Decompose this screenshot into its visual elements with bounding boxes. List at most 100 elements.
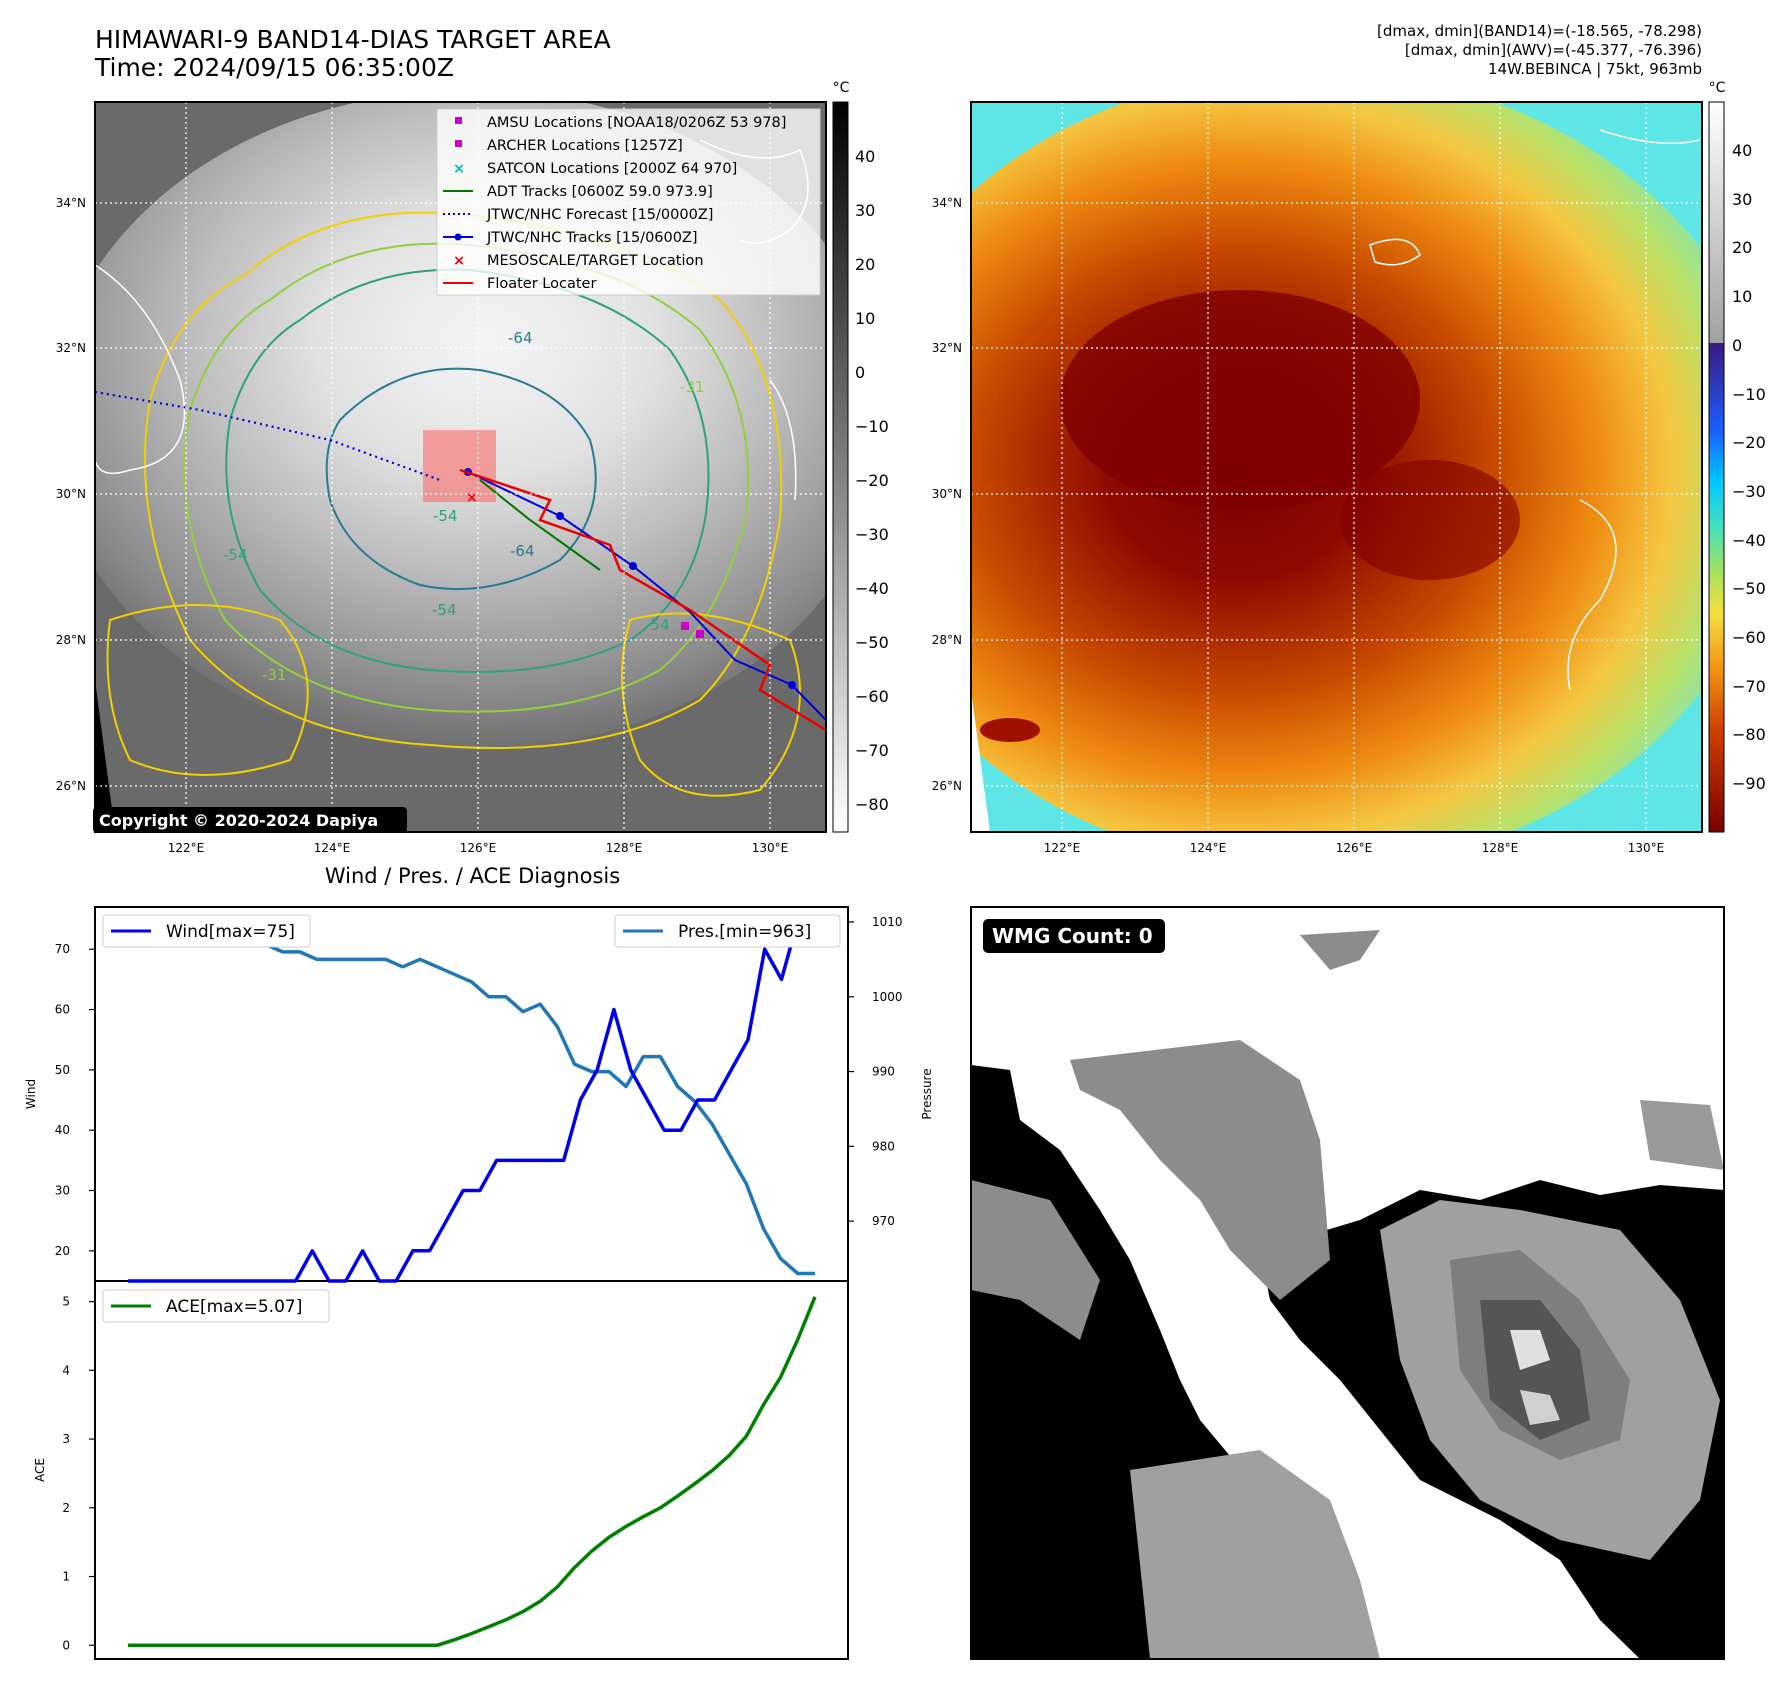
wind-legend: Wind[max=75] (102, 914, 311, 948)
legend-archer-icon (455, 140, 462, 147)
figure-time: Time: 2024/09/15 06:35:00Z (95, 53, 454, 82)
axis-tick-label: 2 (62, 1501, 70, 1515)
map2-lon-122: 122°E (1044, 841, 1081, 855)
axis-tick-label: 60 (55, 1003, 70, 1017)
cb-gray-tick: −10 (855, 417, 889, 436)
axis-tick-label: 40 (55, 1123, 70, 1137)
legend-floater: Floater Locater (487, 276, 596, 292)
ace-ylabel: ACE (33, 1458, 47, 1482)
axis-tick-label: 1000 (872, 990, 903, 1004)
svg-text:×: × (466, 490, 478, 506)
legend-satcon-icon: × (453, 161, 465, 177)
map1-lon-122: 122°E (168, 841, 205, 855)
map1-lon-ticks: 122°E 124°E 126°E 128°E 130°E (168, 841, 789, 855)
cb-color-tick: −80 (1732, 725, 1766, 744)
ace-legend-label: ACE[max=5.07] (166, 1297, 302, 1317)
map-legend: AMSU Locations [NOAA18/0206Z 53 978] ARC… (436, 108, 821, 296)
map2-lat-30: 30°N (932, 487, 962, 501)
axis-tick-label: 3 (62, 1432, 70, 1446)
colorbar-color-ticks: 40 30 20 10 0 −10 −20 −30 −40 −50 −60 −7… (1732, 141, 1766, 793)
map1-lat-ticks: 34°N 32°N 30°N 28°N 26°N (56, 196, 86, 793)
axis-tick-label: 990 (872, 1065, 895, 1079)
axis-tick-label: 50 (55, 1063, 70, 1077)
meta-band14: [dmax, dmin](BAND14)=(-18.565, -78.298) (1377, 22, 1702, 40)
ace-ticks: 5 4 3 2 1 0 (62, 1295, 95, 1652)
cb-gray-tick: 10 (855, 309, 875, 328)
ace-axes (94, 1280, 849, 1660)
meta-awv: [dmax, dmin](AWV)=(-45.377, -76.396) (1404, 41, 1702, 59)
wmg-image (971, 907, 1724, 1659)
wind-ticks: 70 60 50 40 30 20 (55, 942, 95, 1258)
legend-mesoscale: MESOSCALE/TARGET Location (487, 253, 704, 269)
wind-pres-axes (94, 906, 849, 1282)
ir-image-color (971, 102, 1702, 832)
cb-color-tick: −30 (1732, 482, 1766, 501)
wind-line (128, 917, 815, 1283)
axis-tick-label: 970 (872, 1214, 895, 1228)
map1-lat-26: 26°N (56, 779, 86, 793)
pressure-ylabel: Pressure (920, 1068, 934, 1119)
map2-lon-124: 124°E (1190, 841, 1227, 855)
cb-gray-tick: 30 (855, 201, 875, 220)
cb-gray-tick: −60 (855, 687, 889, 706)
legend-archer: ARCHER Locations [1257Z] (487, 138, 683, 154)
pressure-legend-label: Pres.[min=963] (678, 922, 811, 942)
map1-lat-34: 34°N (56, 196, 86, 210)
contour-label-1: -64 (508, 329, 533, 347)
pressure-line (127, 920, 815, 1276)
diagnosis-lines (127, 917, 817, 1648)
cb-gray-tick: −30 (855, 525, 889, 544)
cb-gray-tick: −40 (855, 579, 889, 598)
wmg-badge (983, 919, 1165, 953)
figure-title-block: HIMAWARI-9 BAND14-DIAS TARGET AREA Time:… (95, 26, 611, 82)
axis-tick-label: 1010 (872, 915, 903, 929)
wmg-count: WMG Count: 0 (992, 924, 1153, 948)
wind-ylabel: Wind (24, 1079, 38, 1109)
map1-lat-32: 32°N (56, 341, 86, 355)
map2-lat-28: 28°N (932, 633, 962, 647)
contour-label-2: -54 (433, 507, 458, 525)
diagnosis-title: Wind / Pres. / ACE Diagnosis (324, 864, 621, 888)
axis-tick-label: 980 (872, 1139, 895, 1153)
figure-title: HIMAWARI-9 BAND14-DIAS TARGET AREA (95, 25, 611, 54)
map2-lon-ticks: 122°E 124°E 126°E 128°E 130°E (1044, 841, 1665, 855)
map2-lat-34: 34°N (932, 196, 962, 210)
map1-lon-128: 128°E (606, 841, 643, 855)
axis-tick-label: 4 (62, 1363, 70, 1377)
map2-lon-130: 130°E (1628, 841, 1665, 855)
pressure-legend: Pres.[min=963] (614, 914, 841, 948)
cb-color-tick: −60 (1732, 628, 1766, 647)
cb-gray-tick: −70 (855, 741, 889, 760)
axis-tick-label: 30 (55, 1184, 70, 1198)
meta-storm: 14W.BEBINCA | 75kt, 963mb (1488, 60, 1702, 78)
map2-lat-26: 26°N (932, 779, 962, 793)
wind-legend-label: Wind[max=75] (166, 922, 295, 942)
map2-lat-ticks: 34°N 32°N 30°N 28°N 26°N (932, 196, 962, 793)
copyright-text: Copyright © 2020-2024 Dapiya (99, 811, 378, 830)
contour-label-7: -54 (645, 616, 670, 634)
pressure-ticks: 1010 1000 990 980 970 (848, 915, 903, 1228)
map2-lon-126: 126°E (1336, 841, 1373, 855)
axis-tick-label: 1 (62, 1570, 70, 1584)
cb-color-tick: −50 (1732, 579, 1766, 598)
contour-label-6: -31 (680, 378, 705, 396)
map2-lat-32: 32°N (932, 341, 962, 355)
legend-adt: ADT Tracks [0600Z 59.0 973.9] (487, 184, 713, 200)
contour-label-4: -54 (432, 601, 457, 619)
map1-lat-30: 30°N (56, 487, 86, 501)
colorbar-gray (832, 101, 849, 833)
cb-gray-tick: −80 (855, 795, 889, 814)
cb-color-tick: 30 (1732, 190, 1752, 209)
ace-legend: ACE[max=5.07] (102, 1289, 330, 1323)
map1-lon-126: 126°E (460, 841, 497, 855)
meta-block: [dmax, dmin](BAND14)=(-18.565, -78.298)[… (1377, 22, 1702, 79)
cb-gray-tick: −50 (855, 633, 889, 652)
cb-gray-tick: 20 (855, 255, 875, 274)
map1-lat-28: 28°N (56, 633, 86, 647)
cb-color-tick: 20 (1732, 238, 1752, 257)
cb-color-tick: 10 (1732, 287, 1752, 306)
axis-tick-label: 5 (62, 1295, 70, 1309)
axis-tick-label: 0 (62, 1638, 70, 1652)
axis-tick-label: 70 (55, 942, 70, 956)
wmg-frame (970, 906, 1725, 1660)
